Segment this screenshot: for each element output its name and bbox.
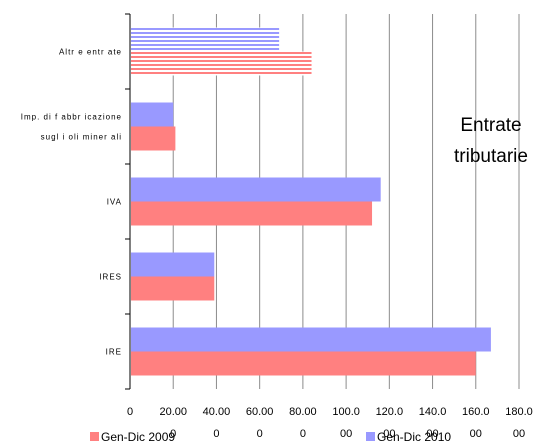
x-tick-label: 00 (470, 428, 482, 440)
x-tick-label: 00 (513, 428, 525, 440)
bar-2010 (131, 102, 174, 127)
category-label: IVA (107, 198, 122, 207)
x-tick-label: 0 (257, 428, 263, 440)
category-label: Altr e entr ate (59, 48, 122, 57)
category-label: Imp. di f abbr icazione (21, 113, 122, 122)
x-tick-labels: 0 20.00 0 40.00 0 60.00 0 80.00 0 100.0 00 120.0 00 1… (127, 406, 533, 440)
bars (131, 27, 491, 376)
x-tick-label: 60.00 (246, 406, 274, 418)
x-tick-label: 00 (383, 428, 395, 440)
category-label: IRES (99, 273, 122, 282)
bar-2010 (131, 327, 491, 352)
legend-label-2009: Gen-Dic 2009 (101, 430, 175, 444)
x-tick-label: 120.0 (376, 406, 404, 418)
chart-title: Entrate tributarie (454, 115, 528, 167)
bar-2010 (131, 27, 280, 52)
x-tick-label: 140.0 (419, 406, 447, 418)
bar-2009 (131, 276, 215, 301)
category-label: IRE (106, 348, 122, 357)
bar-2009 (131, 201, 373, 226)
x-tick-label: 20.00 (159, 406, 187, 418)
x-tick-label: 0 (213, 428, 219, 440)
x-tick-label: 180.0 (505, 406, 533, 418)
legend-swatch-2009 (90, 432, 99, 441)
x-tick-label: 160.0 (462, 406, 490, 418)
category-labels: IRE IRES IVA Imp. di f abbr icazione sugl i … (21, 48, 122, 357)
bar-2009 (131, 351, 476, 376)
x-tick-label: 80.00 (289, 406, 317, 418)
legend-swatch-2010 (366, 432, 375, 441)
axes (125, 13, 131, 390)
bar-2009 (131, 51, 312, 76)
bar-2009 (131, 126, 176, 151)
bar-2010 (131, 177, 381, 202)
x-tick-label: 0 (300, 428, 306, 440)
bar-2010 (131, 252, 215, 277)
x-tick-label: 00 (340, 428, 352, 440)
x-tick-label: 40.00 (203, 406, 231, 418)
x-tick-label: 100.0 (332, 406, 360, 418)
x-tick-label: 00 (426, 428, 438, 440)
chart-title-line: Entrate (460, 115, 521, 136)
legend-label-2010: Gen-Dic 2010 (377, 430, 451, 444)
x-tick-label: 0 (127, 406, 133, 418)
legend: Gen-Dic 2009 Gen-Dic 2010 (90, 430, 451, 444)
x-tick-label: 0 (170, 428, 176, 440)
chart-title-line: tributarie (454, 146, 528, 167)
category-label: sugl i oli miner ali (41, 133, 122, 142)
